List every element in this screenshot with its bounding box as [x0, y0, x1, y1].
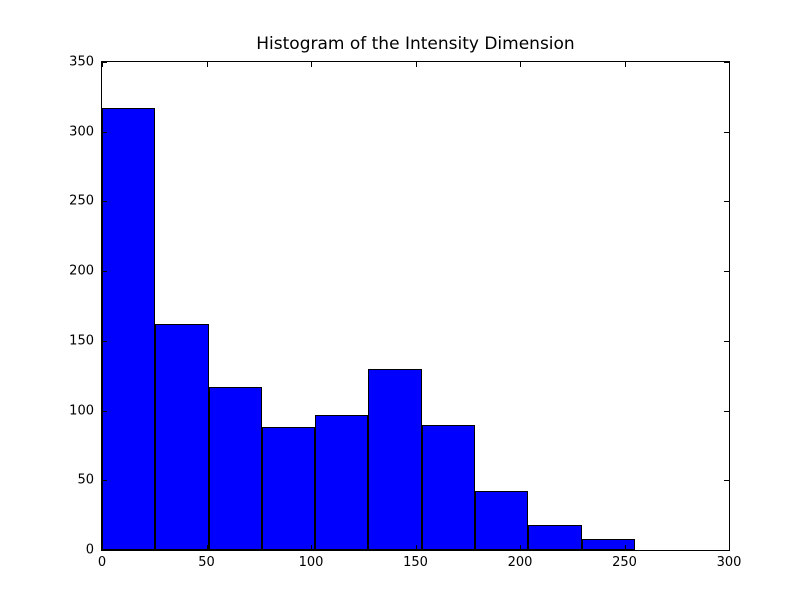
- histogram-bar: [368, 368, 422, 550]
- y-tick-mark: [724, 410, 729, 412]
- histogram-bar: [155, 324, 209, 550]
- y-tick-mark: [102, 201, 107, 203]
- x-tick-mark: [102, 545, 103, 550]
- y-tick-mark: [102, 480, 107, 482]
- x-tick-mark: [415, 62, 417, 67]
- x-tick-label: 250: [612, 555, 637, 570]
- y-tick-mark: [724, 340, 729, 342]
- x-tick-mark: [102, 62, 103, 67]
- y-tick-label: 0: [85, 542, 94, 558]
- x-tick-label: 100: [298, 555, 324, 570]
- x-tick-label: 0: [97, 555, 107, 570]
- y-tick-label: 250: [69, 193, 94, 209]
- y-tick-label: 200: [69, 263, 94, 279]
- y-tick-mark: [724, 201, 729, 203]
- y-tick-label: 350: [69, 54, 94, 70]
- x-tick-mark: [206, 545, 208, 550]
- chart-title: Histogram of the Intensity Dimension: [256, 34, 575, 54]
- y-tick-mark: [724, 62, 729, 63]
- histogram-bar: [261, 427, 316, 550]
- x-tick-mark: [520, 545, 521, 550]
- histogram-bar: [315, 414, 369, 550]
- y-tick-mark: [724, 550, 729, 551]
- x-tick-label: 200: [507, 555, 533, 570]
- x-tick-label: 300: [716, 555, 742, 570]
- histogram-bar: [208, 386, 262, 550]
- x-tick-mark: [624, 62, 626, 67]
- x-tick-label: 150: [403, 555, 428, 570]
- x-tick-mark: [729, 62, 730, 67]
- x-tick-label: 50: [198, 555, 215, 570]
- y-tick-label: 100: [69, 403, 94, 419]
- x-tick-mark: [520, 62, 521, 67]
- y-tick-label: 150: [69, 333, 94, 349]
- histogram-bar: [102, 108, 156, 550]
- y-tick-mark: [102, 271, 107, 273]
- x-tick-mark: [206, 62, 208, 67]
- y-tick-label: 300: [69, 124, 94, 140]
- y-tick-mark: [724, 131, 729, 133]
- y-tick-mark: [102, 340, 107, 342]
- x-tick-mark: [311, 545, 312, 550]
- y-tick-label: 50: [77, 472, 94, 488]
- x-tick-mark: [624, 545, 626, 550]
- histogram-bar: [475, 491, 529, 550]
- x-tick-mark: [415, 545, 417, 550]
- x-tick-mark: [729, 545, 730, 550]
- y-tick-mark: [102, 62, 107, 63]
- y-tick-mark: [102, 131, 107, 133]
- y-tick-mark: [102, 550, 107, 551]
- y-tick-mark: [724, 271, 729, 273]
- x-tick-mark: [311, 62, 312, 67]
- y-tick-mark: [102, 410, 107, 412]
- histogram-bar: [528, 524, 582, 550]
- histogram-bar: [581, 538, 635, 550]
- histogram-bar: [421, 424, 476, 550]
- y-tick-mark: [724, 480, 729, 482]
- plot-area: 0 50 100 150 200 250 300 0 50 100 150 200 250 300 350: [69, 55, 741, 571]
